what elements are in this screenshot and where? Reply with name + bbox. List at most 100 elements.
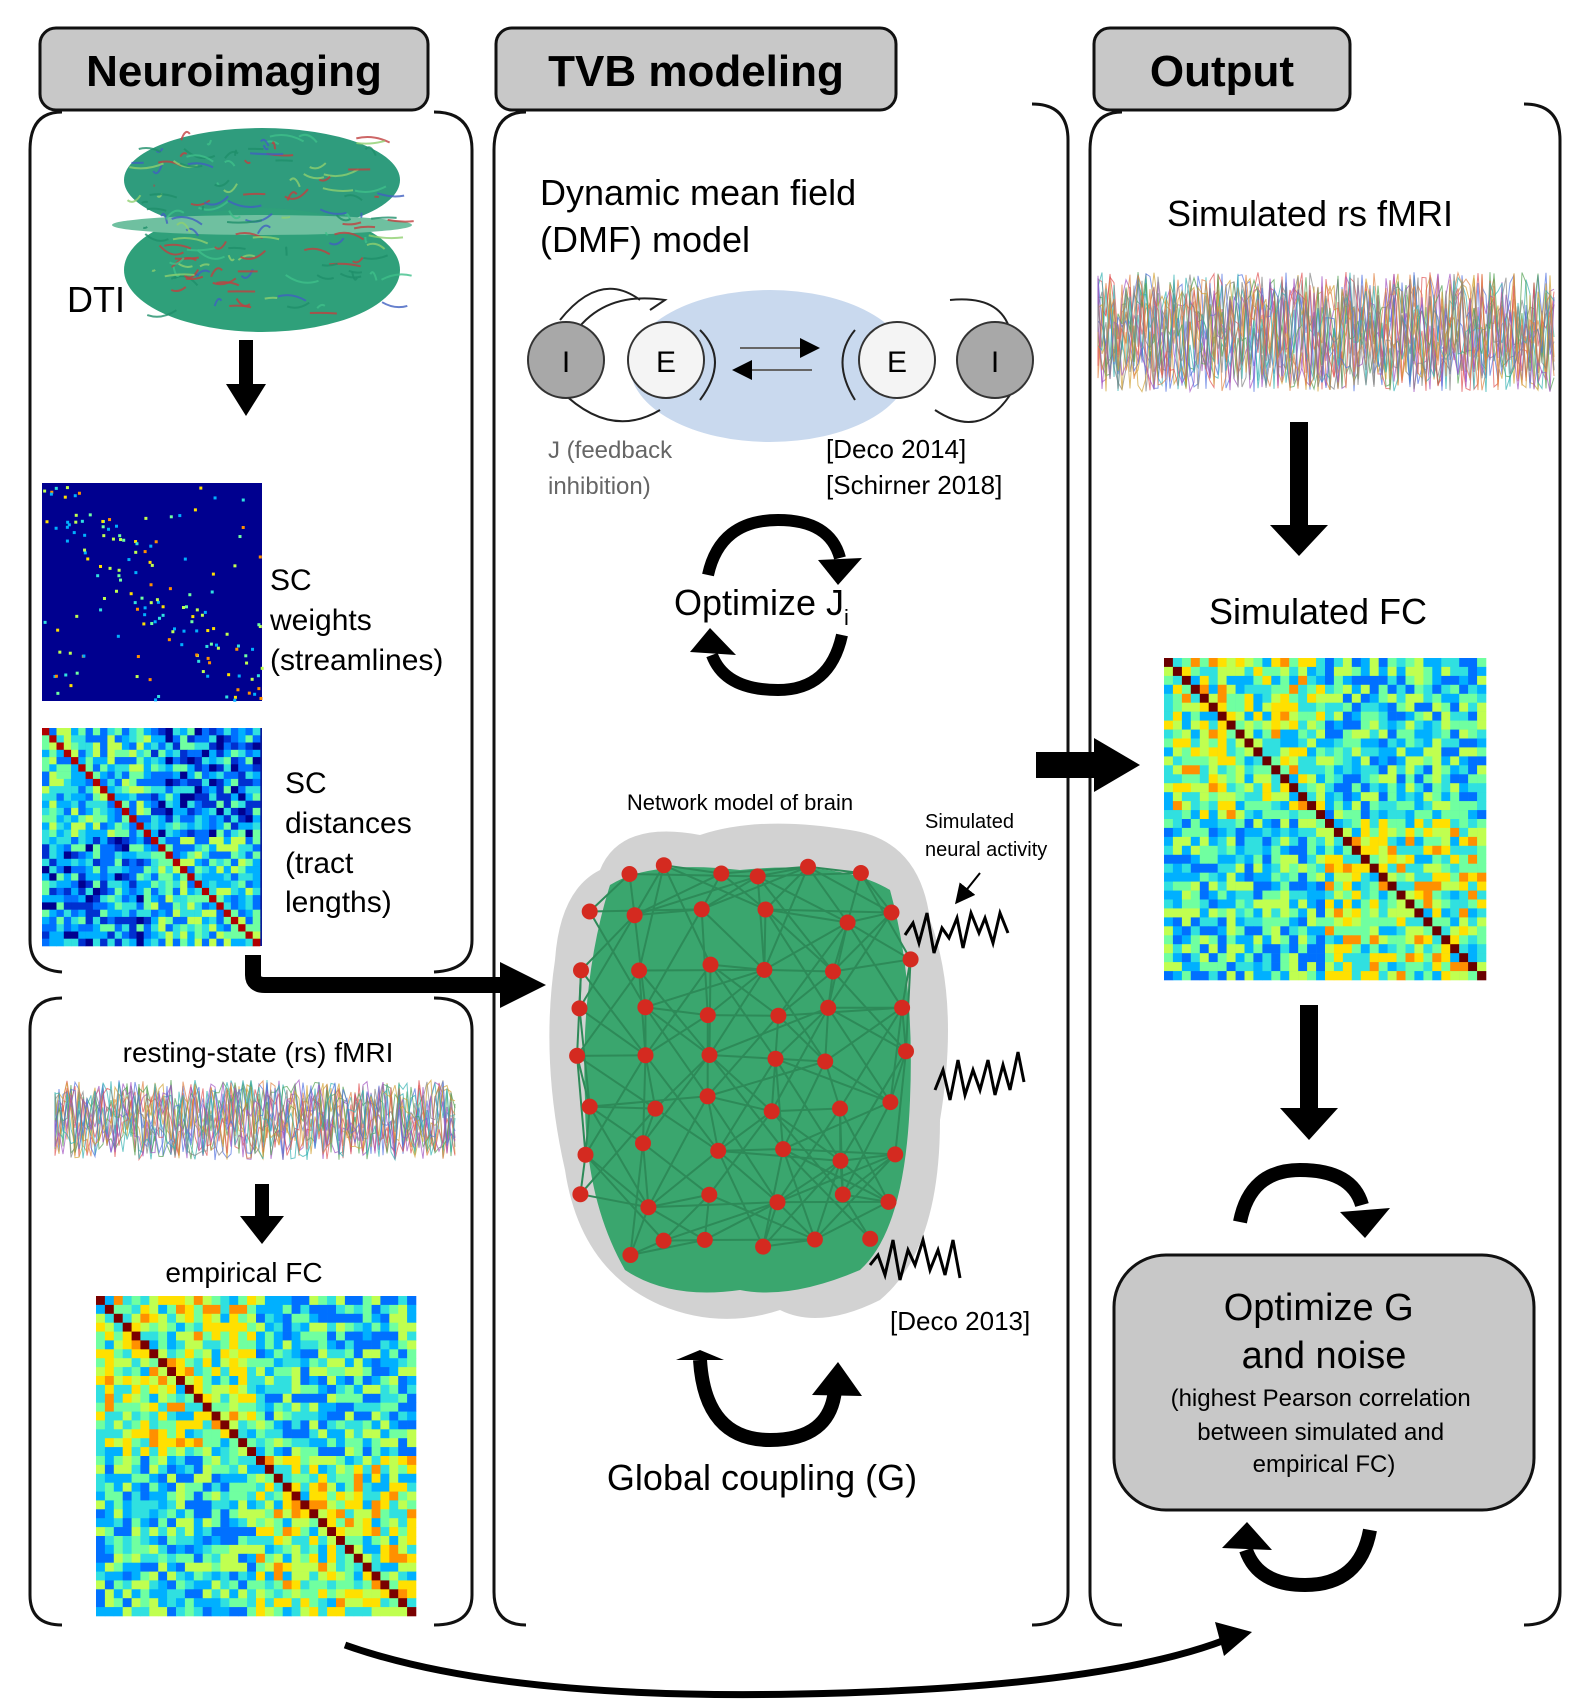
matrix-cell (1432, 845, 1442, 855)
matrix-cell (238, 786, 246, 794)
matrix-cell (238, 916, 246, 925)
matrix-cell (264, 1296, 275, 1306)
matrix-cell (136, 800, 145, 809)
matrix-cell (85, 807, 94, 816)
matrix-cell (256, 1393, 266, 1403)
matrix-cell (1477, 711, 1487, 721)
matrix-cell (389, 1402, 399, 1412)
network-node (820, 999, 837, 1016)
matrix-cell (1289, 720, 1299, 730)
matrix-cell (63, 873, 72, 881)
sc-weight-dot (111, 537, 115, 541)
matrix-cell (336, 1509, 346, 1519)
matrix-cell (129, 757, 137, 765)
matrix-cell (129, 938, 137, 947)
dti-fiber (364, 146, 377, 157)
matrix-cell (256, 1384, 266, 1395)
matrix-cell (131, 1331, 141, 1341)
matrix-cell (1244, 810, 1254, 820)
dmf-node-e-left: E (627, 321, 705, 399)
matrix-cell (165, 728, 174, 736)
matrix-cell (1351, 711, 1361, 721)
network-node (806, 1231, 823, 1248)
matrix-cell (1199, 935, 1209, 945)
matrix-cell (389, 1607, 399, 1617)
matrix-cell (92, 887, 101, 896)
matrix-cell (100, 931, 108, 940)
matrix-cell (1316, 926, 1326, 936)
matrix-cell (371, 1447, 381, 1457)
matrix-cell (223, 829, 232, 838)
matrix-cell (122, 1598, 132, 1608)
matrix-cell (158, 786, 166, 794)
matrix-cell (42, 880, 50, 889)
matrix-cell (398, 1322, 408, 1332)
matrix-cell (1477, 738, 1487, 748)
matrix-cell (1477, 747, 1487, 757)
matrix-cell (172, 938, 181, 947)
matrix-cell (92, 764, 101, 772)
matrix-cell (229, 1571, 239, 1581)
matrix-cell (193, 1322, 203, 1332)
optimize-g-note: (highest Pearson correlation between sim… (1171, 1385, 1478, 1478)
matrix-cell (353, 1562, 363, 1572)
dti-fiber (322, 187, 354, 192)
sc-weight-dot (135, 607, 139, 611)
matrix-cell (1414, 935, 1424, 945)
sc-weight-dot (236, 688, 240, 692)
dti-fiber (264, 296, 278, 300)
matrix-cell (362, 1491, 372, 1501)
sc-weight-dot (83, 551, 87, 555)
network-edge (647, 1150, 719, 1209)
dti-fiber (224, 160, 236, 167)
matrix-cell (380, 1376, 390, 1386)
matrix-cell (194, 916, 203, 925)
matrix-cell (209, 829, 217, 838)
matrix-cell (49, 786, 57, 794)
matrix-cell (167, 1322, 177, 1332)
matrix-cell (1226, 881, 1236, 891)
matrix-cell (1271, 836, 1281, 847)
matrix-cell (176, 1571, 186, 1581)
matrix-cell (300, 1500, 310, 1510)
matrix-cell (389, 1527, 399, 1537)
matrix-cell (202, 1527, 212, 1537)
matrix-cell (273, 1340, 283, 1350)
matrix-cell (344, 1402, 355, 1412)
matrix-cell (336, 1340, 346, 1350)
matrix-cell (1396, 810, 1406, 820)
matrix-cell (407, 1553, 417, 1563)
matrix-cell (85, 800, 94, 809)
matrix-cell (149, 1367, 159, 1377)
matrix-cell (1217, 684, 1227, 694)
matrix-cell (149, 1304, 159, 1315)
matrix-cell (1298, 827, 1308, 838)
network-edge (709, 964, 777, 1060)
matrix-cell (1387, 917, 1397, 927)
matrix-cell (63, 909, 72, 918)
matrix-cell (1164, 684, 1174, 694)
matrix-cell (1468, 810, 1478, 820)
network-edge (777, 921, 849, 1017)
matrix-cell (114, 858, 123, 867)
matrix-cell (1217, 971, 1227, 981)
matrix-cell (291, 1464, 301, 1475)
matrix-cell (1468, 854, 1478, 864)
matrix-cell (100, 916, 108, 925)
matrix-cell (92, 909, 101, 918)
matrix-cell (1378, 953, 1388, 963)
matrix-cell (85, 924, 94, 932)
matrix-cell (131, 1580, 141, 1590)
sc-weight-dot (195, 653, 199, 657)
matrix-cell (149, 1313, 159, 1323)
matrix-cell (1226, 666, 1236, 677)
matrix-cell (1369, 908, 1379, 918)
matrix-cell (1235, 908, 1245, 918)
matrix-cell (201, 902, 210, 910)
matrix-cell (1477, 890, 1487, 900)
matrix-cell (380, 1589, 390, 1599)
matrix-cell (140, 1544, 150, 1555)
matrix-cell (1351, 774, 1361, 784)
matrix-cell (1333, 756, 1344, 766)
matrix-cell (184, 1553, 195, 1563)
